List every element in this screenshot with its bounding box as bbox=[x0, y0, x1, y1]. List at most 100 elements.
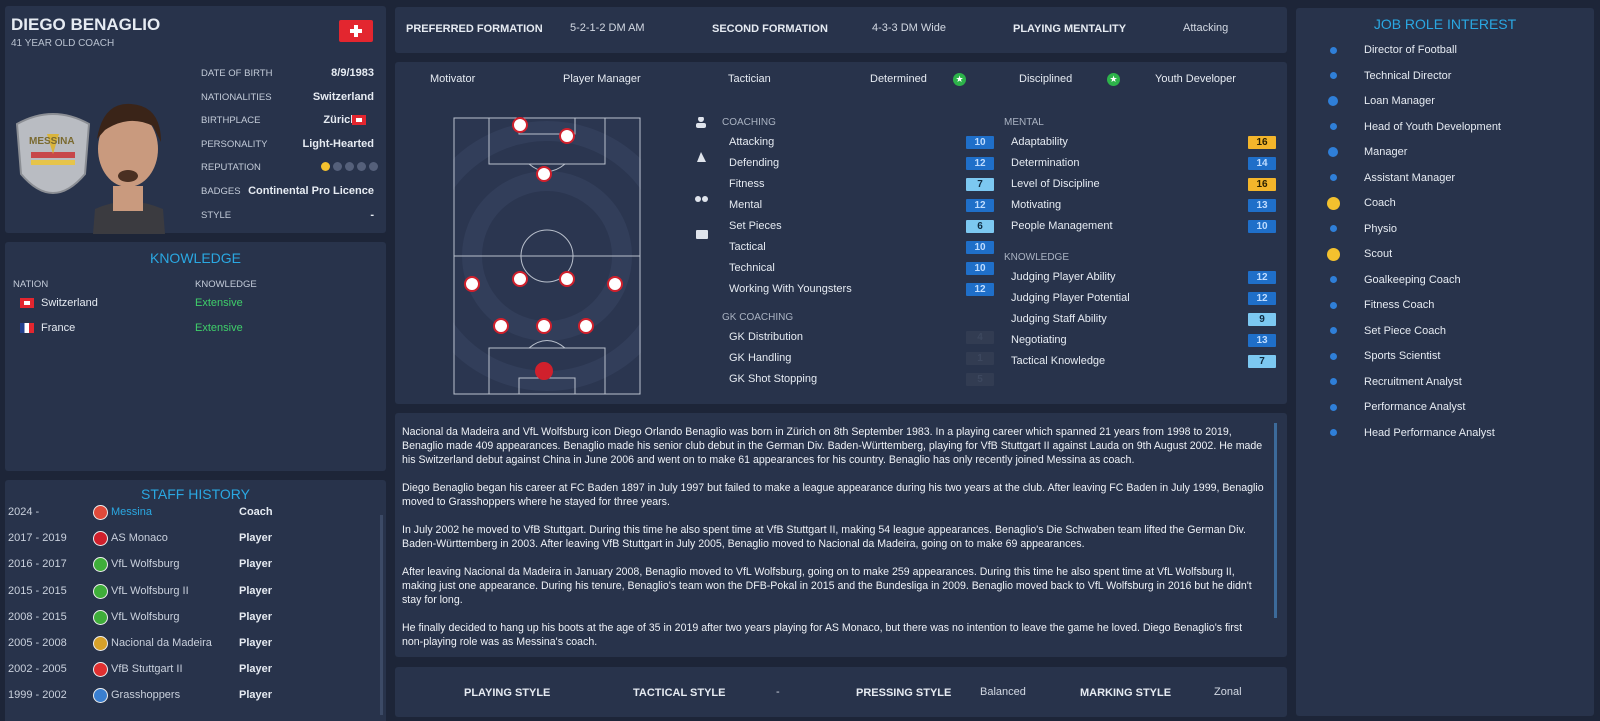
attribute-name: Motivating bbox=[1011, 199, 1062, 211]
years: 2005 - 2008 bbox=[8, 637, 67, 649]
club-badge bbox=[93, 609, 108, 625]
reputation-dot bbox=[321, 162, 330, 172]
job-role: Head of Youth Development bbox=[1364, 120, 1501, 133]
attribute-name: Tactical bbox=[729, 241, 766, 253]
attribute-value: 10 bbox=[1248, 220, 1276, 233]
attribute-name: Defending bbox=[729, 157, 780, 169]
trait: Player Manager bbox=[563, 73, 641, 85]
attribute-name: Adaptability bbox=[1011, 136, 1068, 148]
formation-label: SECOND FORMATION bbox=[712, 23, 828, 35]
attribute-name: Fitness bbox=[729, 178, 765, 190]
attribute-icons bbox=[695, 117, 708, 239]
bio-paragraph: Nacional da Madeira and VfL Wolfsburg ic… bbox=[402, 426, 1263, 466]
club: VfB Stuttgart II bbox=[111, 663, 183, 676]
group-title: GK COACHING bbox=[722, 312, 794, 323]
club-badge bbox=[93, 557, 108, 573]
interest-dot bbox=[1329, 403, 1337, 411]
player-position bbox=[559, 271, 575, 287]
attribute-value: 10 bbox=[966, 241, 994, 254]
attribute-value: 12 bbox=[966, 157, 994, 170]
interest-dot bbox=[1326, 196, 1340, 210]
club-badge-and-photo bbox=[15, 103, 165, 234]
coach-subtitle: 41 YEAR OLD COACH bbox=[11, 38, 115, 49]
role: Player bbox=[239, 689, 273, 702]
club: Messina bbox=[111, 506, 152, 518]
formation-value: 5-2-1-2 DM AM bbox=[570, 22, 645, 34]
attribute-value: 12 bbox=[966, 283, 994, 296]
years: 2024 - bbox=[8, 506, 40, 518]
detail-value: Switzerland bbox=[312, 90, 374, 103]
nation: Switzerland bbox=[41, 297, 98, 309]
coach-name: DIEGO BENAGLIO bbox=[11, 15, 161, 34]
trait: Disciplined bbox=[1019, 73, 1073, 85]
trait-star: ★ bbox=[1107, 73, 1120, 86]
interest-dot bbox=[1329, 352, 1337, 360]
bio-paragraph: After leaving Nacional da Madeira in Jan… bbox=[402, 566, 1252, 606]
club-badge bbox=[93, 688, 108, 704]
club: VfL Wolfsburg bbox=[111, 558, 180, 571]
attribute-name: Set Pieces bbox=[729, 220, 782, 232]
job-role: Sports Scientist bbox=[1364, 350, 1441, 362]
formation-value: 4-3-3 DM Wide bbox=[872, 22, 946, 34]
attribute-name: GK Handling bbox=[729, 352, 792, 364]
attribute-name: Level of Discipline bbox=[1011, 178, 1100, 190]
player-position bbox=[559, 128, 575, 144]
detail-value: Light-Hearted bbox=[302, 137, 375, 150]
attribute-value: 9 bbox=[1248, 313, 1276, 326]
attribute-value: 1 bbox=[966, 352, 994, 365]
group-title: MENTAL bbox=[1004, 117, 1044, 128]
style-value: - bbox=[776, 686, 780, 698]
interest-dot bbox=[1329, 123, 1337, 130]
nation: France bbox=[41, 322, 76, 334]
detail-value: Zürich bbox=[323, 114, 357, 127]
knowledge-level: Extensive bbox=[195, 297, 243, 309]
club-badge bbox=[93, 636, 108, 651]
formation-value: Attacking bbox=[1183, 22, 1229, 34]
group-title: KNOWLEDGE bbox=[1004, 252, 1070, 263]
style-label: PRESSING STYLE bbox=[856, 687, 952, 699]
attribute-name: GK Shot Stopping bbox=[729, 373, 818, 385]
styles-bar: PLAYING STYLE TACTICAL STYLE - PRESSING STY… bbox=[395, 667, 1287, 717]
style-label: PLAYING STYLE bbox=[464, 687, 551, 699]
bio-paragraph: In July 2002 he moved to VfB Stuttgart. … bbox=[402, 524, 1246, 550]
interest-dot bbox=[1329, 276, 1337, 283]
attribute-value: 4 bbox=[966, 331, 994, 344]
job-role: Goalkeeping Coach bbox=[1364, 273, 1461, 286]
attribute-value: 7 bbox=[966, 178, 994, 191]
formation-label: PLAYING MENTALITY bbox=[1013, 23, 1127, 35]
bio-paragraph: Diego Benaglio began his career at FC Ba… bbox=[402, 482, 1264, 508]
job-role: Scout bbox=[1364, 248, 1393, 260]
interest-dot bbox=[1326, 247, 1340, 261]
scrollbar[interactable] bbox=[1274, 423, 1277, 618]
tactics-pitch bbox=[453, 117, 641, 395]
style-value: Zonal bbox=[1214, 686, 1242, 698]
interest-dot bbox=[1329, 429, 1337, 436]
bio-text: Nacional da Madeira and VfL Wolfsburg ic… bbox=[402, 425, 1264, 663]
job-role: Loan Manager bbox=[1364, 95, 1435, 107]
attribute-name: Determination bbox=[1011, 157, 1080, 169]
scrollbar[interactable] bbox=[380, 515, 383, 715]
attribute-name: Working With Youngsters bbox=[729, 283, 852, 295]
attribute-value: 13 bbox=[1248, 199, 1276, 212]
formation-bar: PREFERRED FORMATION 5-2-1-2 DM AM SECOND F… bbox=[395, 7, 1287, 53]
attribute-name: Mental bbox=[729, 199, 763, 211]
attribute-name: Judging Player Potential bbox=[1011, 292, 1130, 304]
player-position bbox=[607, 276, 623, 292]
club-badge bbox=[93, 662, 108, 678]
club-badge bbox=[93, 583, 108, 599]
attribute-value: 12 bbox=[966, 199, 994, 212]
trait: Tactician bbox=[728, 73, 771, 85]
interest-dot bbox=[1329, 378, 1337, 385]
attribute-name: Tactical Knowledge bbox=[1011, 355, 1106, 367]
job-role: Set Piece Coach bbox=[1364, 324, 1446, 337]
player-position bbox=[512, 271, 528, 287]
club-badge bbox=[93, 531, 108, 547]
trait: Youth Developer bbox=[1155, 73, 1236, 85]
formation-label: PREFERRED FORMATION bbox=[406, 23, 543, 35]
attribute-value: 10 bbox=[966, 136, 994, 149]
player-position bbox=[536, 318, 552, 334]
attribute-value: 12 bbox=[1248, 271, 1276, 284]
job-role: Director of Football bbox=[1364, 44, 1457, 56]
knowledge-header: NATION bbox=[13, 279, 49, 290]
